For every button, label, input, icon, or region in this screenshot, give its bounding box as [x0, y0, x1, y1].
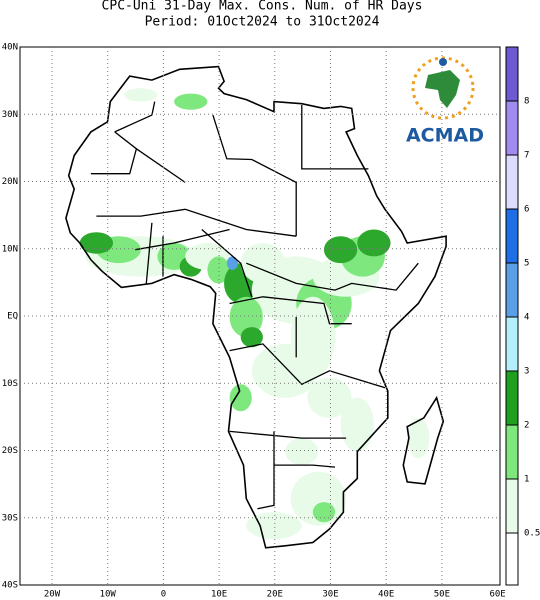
rain-area [285, 438, 319, 466]
border [201, 229, 253, 298]
colorbar-segment [505, 100, 519, 156]
colorbar-label: 6 [524, 205, 529, 215]
border [90, 131, 138, 175]
lon-label: 0 [161, 590, 166, 600]
rain-area [207, 256, 230, 284]
rain-area [251, 343, 319, 398]
border [229, 430, 347, 439]
coastline [65, 65, 447, 549]
rain-area [124, 88, 158, 102]
rain-area [323, 236, 358, 264]
colorbar-label: 3 [524, 367, 529, 377]
border [274, 464, 336, 468]
rain-area [407, 417, 430, 459]
lat-label: 40S [2, 581, 18, 591]
colorbar-segment [505, 478, 519, 534]
lon-label: 20W [44, 590, 61, 600]
rain-area [357, 229, 391, 257]
lon-label: 30E [322, 590, 338, 600]
colorbar-segment [505, 532, 519, 586]
rain-area [229, 384, 252, 412]
lon-label: 60E [489, 590, 505, 600]
border [257, 431, 275, 510]
logo-text: ACMAD [406, 125, 484, 147]
rain-area [340, 397, 374, 452]
lon-label: 40E [378, 590, 394, 600]
rain-area [240, 327, 263, 348]
coastline [402, 395, 445, 485]
border [114, 101, 156, 133]
border [135, 228, 230, 251]
lon-label: 10W [100, 590, 117, 600]
rain-area [246, 512, 302, 540]
border [229, 343, 386, 389]
border [136, 148, 186, 183]
colorbar-segment [505, 262, 519, 318]
rain-area [226, 256, 238, 270]
rain-area [307, 377, 352, 418]
lat-label: 10S [2, 379, 18, 389]
lat-label: 20N [2, 177, 18, 187]
colorbar-segment [505, 316, 519, 372]
colorbar-label: 0.5 [524, 529, 540, 539]
border [212, 114, 297, 237]
colorbar-segment [505, 154, 519, 210]
colorbar-label: 7 [524, 151, 529, 161]
colorbar-label: 8 [524, 97, 529, 107]
lon-label: 10E [211, 590, 227, 600]
title: CPC-Uni 31-Day Max. Cons. Num. of HR Day… [102, 0, 423, 14]
colorbar-label: 2 [524, 421, 529, 431]
lat-label: 30N [2, 110, 18, 120]
border [96, 208, 297, 237]
rain-area [174, 93, 208, 110]
lat-label: 20S [2, 446, 18, 456]
colorbar-segment [505, 424, 519, 480]
colorbar-label: 4 [524, 313, 529, 323]
border [145, 222, 153, 284]
logo: ACMAD [406, 56, 484, 147]
border [301, 105, 369, 170]
lat-label: 10N [2, 244, 18, 254]
colorbar-segment [505, 208, 519, 264]
rain-area [312, 502, 336, 523]
lat-label: 30S [2, 513, 18, 523]
lon-label: 20E [267, 590, 283, 600]
rain-area [229, 296, 263, 338]
subtitle: Period: 01Oct2024 to 31Oct2024 [145, 15, 380, 30]
lat-label: 40N [2, 43, 18, 53]
lat-label: EQ [7, 312, 18, 322]
border [229, 296, 352, 325]
colorbar-label: 1 [524, 475, 529, 485]
colorbar-segment [505, 370, 519, 426]
colorbar-label: 5 [524, 259, 529, 269]
lon-label: 50E [434, 590, 450, 600]
border [246, 262, 419, 291]
colorbar-segment [505, 46, 519, 102]
